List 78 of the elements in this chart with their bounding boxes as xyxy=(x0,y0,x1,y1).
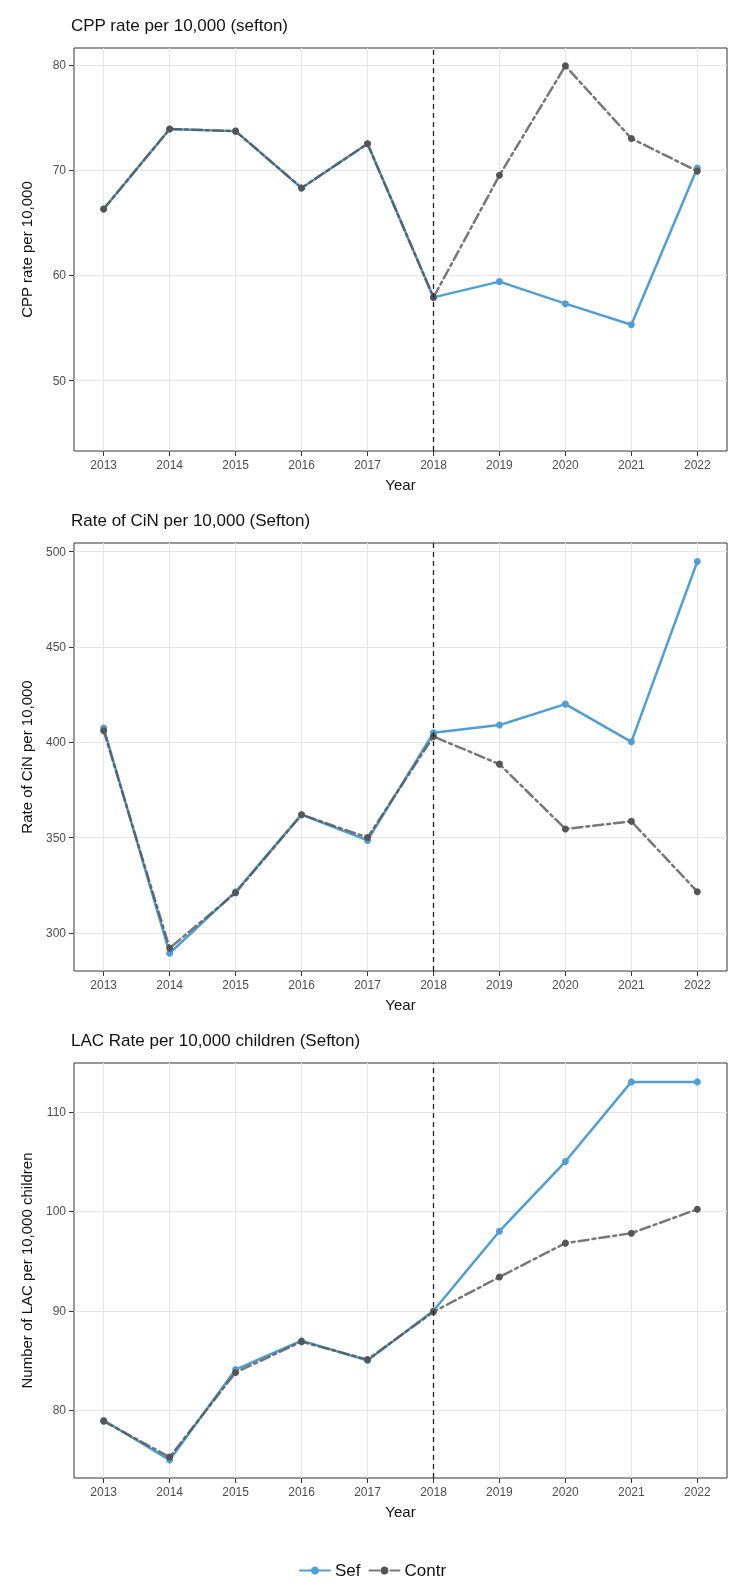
y-tick-label: 80 xyxy=(52,57,67,72)
y-tick-label: 90 xyxy=(52,1303,67,1318)
y-axis-title: Number of LAC per 10,000 children xyxy=(18,1152,35,1389)
x-tick-label: 2019 xyxy=(486,1485,514,1499)
x-axis-title: Year xyxy=(385,1503,416,1520)
x-tick-label: 2021 xyxy=(618,1485,646,1499)
point xyxy=(495,1273,503,1281)
x-tick-label: 2016 xyxy=(288,458,316,472)
point xyxy=(627,738,635,746)
point xyxy=(627,134,635,142)
chart-title: LAC Rate per 10,000 children (Sefton) xyxy=(71,1031,361,1050)
point xyxy=(627,321,635,329)
point xyxy=(495,278,503,286)
legend-label: Contr xyxy=(404,1561,447,1580)
x-axis-title: Year xyxy=(385,476,416,493)
point xyxy=(693,1205,701,1213)
x-tick-label: 2013 xyxy=(90,1485,118,1499)
x-tick-label: 2020 xyxy=(552,978,580,992)
x-tick-label: 2017 xyxy=(354,458,382,472)
x-tick-label: 2022 xyxy=(683,458,711,472)
x-tick-label: 2020 xyxy=(552,1485,580,1499)
x-tick-label: 2021 xyxy=(618,978,646,992)
chart-title: Rate of CiN per 10,000 (Sefton) xyxy=(71,511,311,530)
x-tick-label: 2016 xyxy=(288,978,316,992)
y-tick-label: 100 xyxy=(45,1204,67,1219)
y-tick-label: 300 xyxy=(45,925,67,940)
x-tick-label: 2015 xyxy=(222,458,250,472)
point xyxy=(561,700,569,708)
point xyxy=(495,760,503,768)
y-tick-label: 500 xyxy=(45,544,67,559)
x-tick-label: 2014 xyxy=(156,978,184,992)
point xyxy=(495,171,503,179)
x-axis-title: Year xyxy=(385,996,416,1013)
x-tick-label: 2014 xyxy=(156,458,184,472)
point xyxy=(495,1227,503,1235)
y-tick-label: 350 xyxy=(45,830,67,845)
point xyxy=(561,1239,569,1247)
x-tick-label: 2022 xyxy=(683,1485,711,1499)
x-tick-label: 2017 xyxy=(354,1485,382,1499)
x-tick-label: 2014 xyxy=(156,1485,184,1499)
y-tick-label: 50 xyxy=(52,373,67,388)
x-tick-label: 2020 xyxy=(552,458,580,472)
x-tick-label: 2017 xyxy=(354,978,382,992)
x-tick-label: 2015 xyxy=(222,1485,250,1499)
point xyxy=(627,1078,635,1086)
x-tick-label: 2019 xyxy=(486,458,514,472)
point xyxy=(232,1369,240,1377)
point xyxy=(561,825,569,833)
y-tick-label: 80 xyxy=(52,1403,67,1418)
y-axis-title: CPP rate per 10,000 xyxy=(18,181,35,318)
y-axis-title: Rate of CiN per 10,000 xyxy=(18,680,35,834)
chart-title: CPP rate per 10,000 (sefton) xyxy=(71,16,289,35)
x-tick-label: 2016 xyxy=(288,1485,316,1499)
x-tick-label: 2022 xyxy=(683,978,711,992)
y-tick-label: 60 xyxy=(52,268,67,283)
x-tick-label: 2018 xyxy=(420,458,448,472)
point xyxy=(561,300,569,308)
x-tick-label: 2018 xyxy=(420,1485,448,1499)
y-tick-label: 70 xyxy=(52,163,67,178)
point xyxy=(166,944,174,952)
legend-label: Sef xyxy=(334,1561,361,1580)
x-tick-label: 2013 xyxy=(90,458,118,472)
point xyxy=(627,1229,635,1237)
point xyxy=(627,817,635,825)
x-tick-label: 2021 xyxy=(618,458,646,472)
y-tick-label: 450 xyxy=(45,639,67,654)
point xyxy=(561,1158,569,1166)
x-tick-label: 2013 xyxy=(90,978,118,992)
point xyxy=(693,1078,701,1086)
y-tick-label: 110 xyxy=(46,1104,67,1119)
x-tick-label: 2015 xyxy=(222,978,250,992)
point xyxy=(693,557,701,565)
x-tick-label: 2019 xyxy=(486,978,514,992)
y-tick-label: 400 xyxy=(45,735,67,750)
point xyxy=(495,721,503,729)
point xyxy=(561,62,569,70)
point xyxy=(693,888,701,896)
x-tick-label: 2018 xyxy=(420,978,448,992)
